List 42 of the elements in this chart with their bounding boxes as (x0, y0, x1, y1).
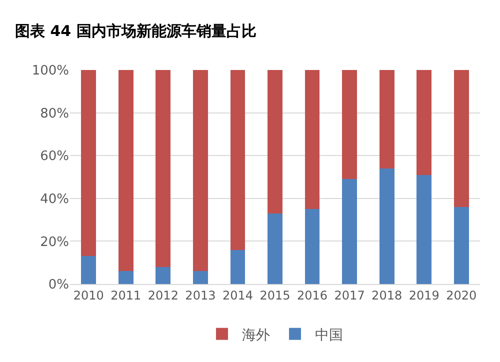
x-tick-label: 2014 (222, 288, 254, 302)
bar (342, 179, 357, 284)
bar (81, 70, 96, 256)
y-tick-label: 40% (40, 192, 69, 207)
bar (304, 70, 320, 210)
x-tick-label: 2018 (372, 288, 402, 302)
bar (156, 266, 171, 284)
bar (454, 206, 469, 284)
y-tick-label: 20% (40, 234, 69, 250)
bar (304, 209, 320, 284)
bar (230, 250, 246, 284)
y-tick-label: 60% (40, 149, 69, 164)
legend-label: 中国 (315, 327, 343, 344)
bar (193, 271, 208, 284)
x-tick-label: 2017 (334, 288, 365, 302)
y-tick-label: 80% (40, 106, 69, 122)
y-tick-label: 100% (32, 64, 69, 79)
bar (379, 70, 394, 168)
bar (416, 70, 432, 175)
bar (268, 70, 282, 214)
bar (118, 70, 134, 272)
x-tick-label: 2020 (446, 288, 477, 302)
chart-title: 图表 44 国内市场新能源车销量占比 (15, 22, 256, 40)
bar (230, 70, 246, 250)
bar (268, 213, 282, 284)
bar (342, 70, 357, 180)
x-tick-label: 2013 (185, 288, 216, 302)
bar (379, 168, 394, 284)
x-tick-label: 2010 (73, 288, 104, 302)
x-tick-label: 2019 (408, 288, 440, 302)
bar (193, 70, 208, 272)
x-tick-label: 2012 (148, 288, 178, 302)
x-tick-label: 2011 (110, 288, 142, 302)
bar (118, 271, 134, 284)
x-tick-label: 2015 (260, 288, 290, 302)
x-tick-label: 2016 (296, 288, 328, 302)
bar (81, 256, 96, 284)
bar (156, 70, 171, 267)
y-tick-label: 0% (48, 278, 69, 293)
legend-label: 海外 (242, 327, 270, 344)
bar (454, 70, 469, 207)
bar (416, 174, 432, 284)
